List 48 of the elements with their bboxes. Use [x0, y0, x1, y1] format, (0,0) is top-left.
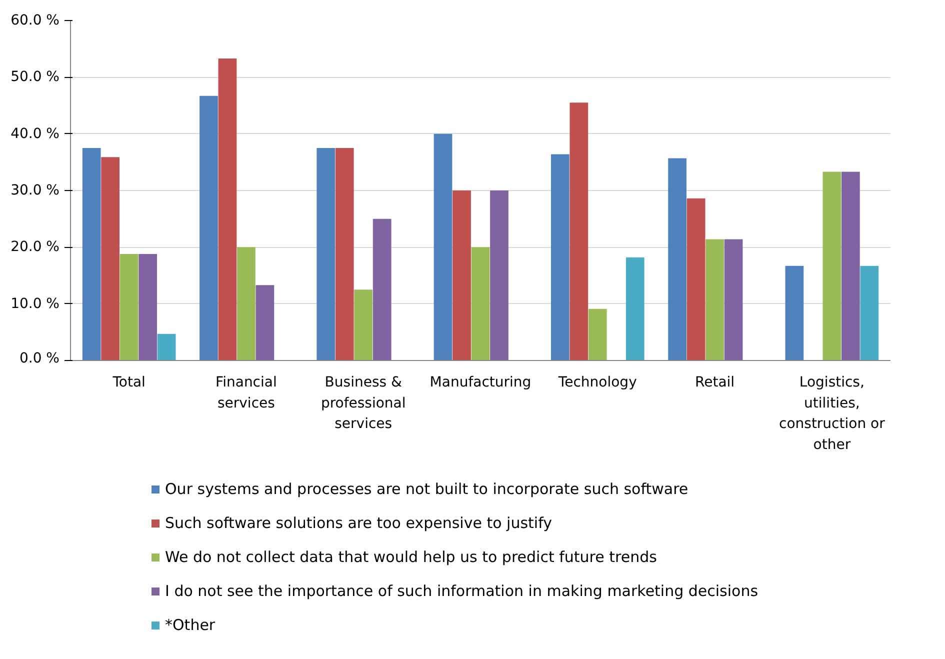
x-tick-label: Total — [112, 374, 146, 390]
bar — [588, 308, 607, 360]
x-tick-label: Retail — [695, 374, 735, 390]
bar — [157, 334, 176, 360]
bar — [82, 148, 101, 360]
y-tick-label: 40.0 % — [10, 126, 60, 142]
bar — [200, 96, 218, 360]
x-tick-label: Manufacturing — [430, 374, 532, 390]
bar — [471, 247, 490, 360]
bar — [372, 218, 392, 360]
bar — [256, 285, 274, 360]
bar — [860, 266, 879, 360]
x-tick-label: Business & professional services — [320, 374, 406, 432]
bar — [570, 102, 588, 360]
y-tick-label: 60.0 % — [10, 12, 60, 28]
legend-label: Such software solutions are too expensive to justify — [165, 514, 552, 532]
bar — [668, 158, 686, 360]
bar — [434, 134, 452, 360]
bar — [218, 58, 237, 360]
bar — [724, 239, 743, 360]
x-tick-label: Technology — [557, 374, 637, 390]
bar — [785, 266, 804, 360]
legend-label: We do not collect data that would help us to predict future trends — [165, 548, 657, 566]
y-tick-label: 10.0 % — [10, 296, 60, 312]
bar — [120, 254, 138, 360]
bar — [316, 148, 336, 360]
bar — [706, 239, 724, 360]
x-tick-label: Financial services — [216, 374, 277, 412]
bar — [138, 254, 157, 360]
bar — [550, 154, 570, 360]
bar — [626, 257, 644, 360]
bar — [452, 190, 471, 360]
bar — [822, 172, 842, 360]
legend-label: I do not see the importance of such information in making marketing decisions — [165, 582, 758, 600]
y-tick-label: 30.0 % — [10, 182, 60, 198]
y-tick-label: 20.0 % — [10, 239, 60, 256]
bar — [335, 148, 354, 360]
y-tick-label: 0.0 % — [19, 350, 60, 366]
legend-label: *Other — [165, 616, 216, 634]
bar — [354, 290, 373, 360]
bar — [490, 190, 508, 360]
bar — [101, 157, 120, 360]
y-tick-label: 50.0 % — [10, 69, 60, 86]
legend-label: Our systems and processes are not built to incorporate such software — [165, 480, 688, 498]
x-tick-label: Logistics, utilities, construction or other — [779, 374, 886, 453]
bar — [686, 198, 706, 360]
bar — [841, 172, 860, 360]
bar — [237, 247, 256, 360]
